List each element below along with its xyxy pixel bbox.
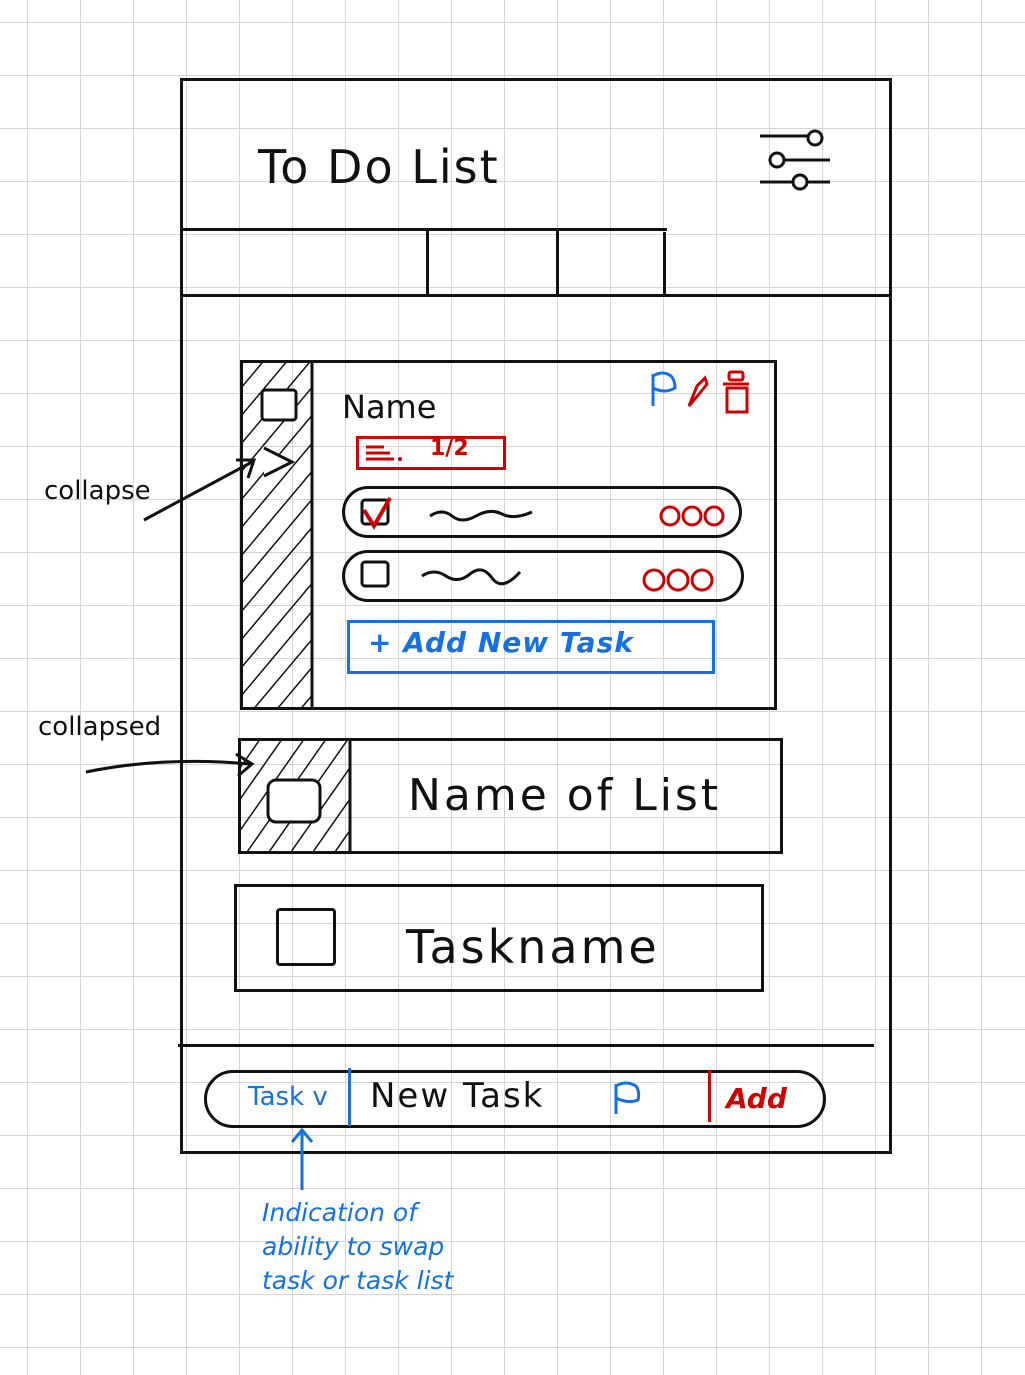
annotation-swap-note: Indication of ability to swap task or ta…: [262, 1196, 453, 1298]
settings-sliders-icon[interactable]: [755, 126, 835, 196]
collapsed-list-name: Name of List: [408, 770, 722, 821]
tab-separator: [663, 232, 666, 296]
add-new-task-label: + Add New Task: [368, 626, 634, 659]
tab-separator: [426, 228, 429, 296]
annotation-arrow: [85, 752, 255, 778]
subtask-text-scribble: [421, 568, 522, 586]
tab-3[interactable]: [559, 231, 663, 294]
subtask-checkbox-checked[interactable]: [360, 497, 392, 530]
collapse-handle[interactable]: [240, 360, 314, 710]
app-title: To Do List: [258, 140, 500, 194]
progress-badge: [356, 436, 506, 470]
add-new-task-button[interactable]: [347, 620, 715, 674]
subtask-row[interactable]: [342, 550, 744, 602]
task-card[interactable]: [234, 884, 764, 992]
list-name: Name: [342, 388, 437, 426]
tab-2[interactable]: [429, 231, 556, 294]
expand-handle[interactable]: [238, 738, 352, 854]
bar-separator: [348, 1068, 351, 1126]
new-item-bar: [204, 1070, 826, 1128]
trash-icon[interactable]: [723, 370, 749, 414]
more-dots-icon[interactable]: [642, 568, 714, 592]
edit-icon[interactable]: [687, 375, 709, 407]
tab-separator: [556, 228, 559, 296]
annotation-collapsed: collapsed: [38, 712, 162, 742]
annotation-collapse: collapse: [44, 476, 151, 506]
more-dots-icon[interactable]: [659, 505, 725, 527]
subtask-row-content: [360, 560, 714, 592]
tabs-divider: [183, 294, 889, 297]
task-checkbox[interactable]: [276, 908, 336, 966]
flag-icon[interactable]: [610, 1080, 646, 1118]
bottom-bar-divider: [178, 1044, 874, 1047]
list-progress-icon: [366, 445, 402, 461]
bar-separator: [708, 1070, 711, 1122]
task-type-toggle[interactable]: Task v: [248, 1082, 328, 1112]
task-name: Taskname: [406, 920, 660, 974]
subtask-text-scribble: [429, 509, 533, 522]
phone-frame: [180, 78, 892, 1154]
header-divider: [183, 228, 667, 231]
subtask-row-content: [360, 497, 725, 530]
progress-count: 1/2: [430, 436, 469, 461]
add-button[interactable]: Add: [726, 1082, 787, 1115]
subtask-row[interactable]: [342, 486, 742, 538]
tab-1[interactable]: [183, 231, 426, 294]
flag-icon[interactable]: [651, 371, 677, 406]
list-actions: [651, 370, 749, 414]
subtask-checkbox[interactable]: [360, 560, 390, 588]
new-task-input[interactable]: New Task: [370, 1076, 545, 1116]
annotation-line: task or task list: [262, 1266, 454, 1295]
annotation-arrow: [143, 458, 257, 522]
annotation-arrow-up: [290, 1127, 314, 1190]
annotation-line: Indication of: [262, 1198, 418, 1227]
annotation-line: ability to swap: [262, 1232, 445, 1261]
